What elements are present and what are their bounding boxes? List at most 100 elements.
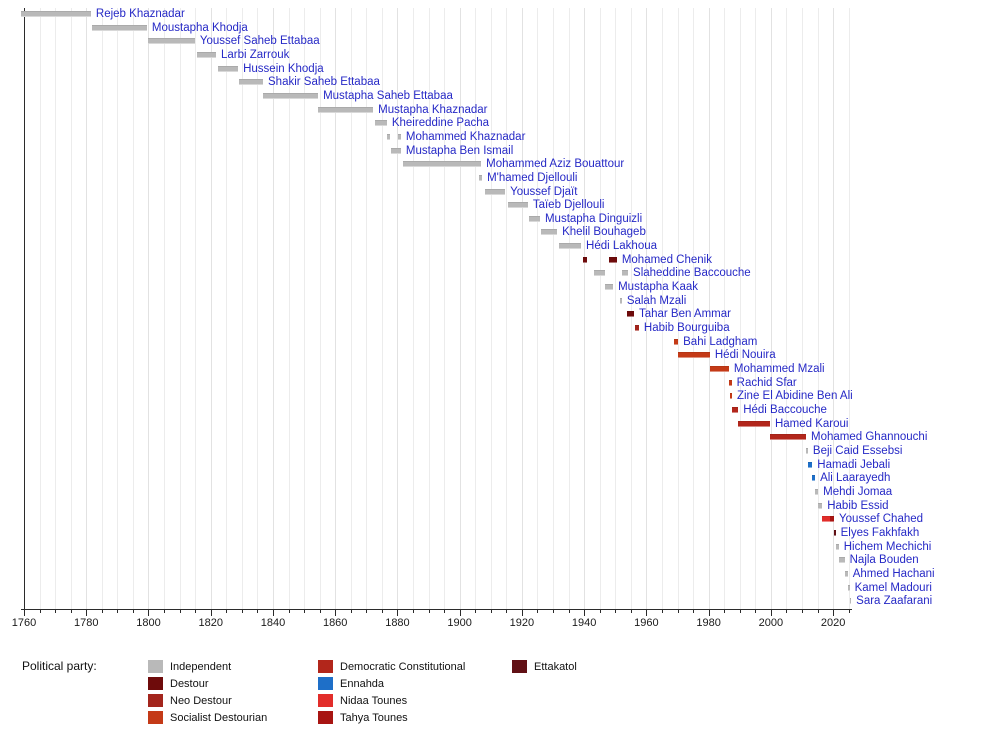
axis-tick xyxy=(444,610,446,613)
person-name-link[interactable]: Salah Mzali xyxy=(626,294,687,307)
axis-tick xyxy=(366,610,368,613)
gridline xyxy=(164,8,166,609)
person-name-link[interactable]: Rachid Sfar xyxy=(736,376,797,389)
person-name-link[interactable]: Sara Zaafarani xyxy=(856,595,933,608)
axis-tick xyxy=(817,610,819,613)
person-name-link[interactable]: Kamel Madouri xyxy=(854,581,932,594)
timeline-bar-segment xyxy=(507,202,528,209)
axis-tick-label: 2000 xyxy=(758,617,784,629)
timeline-bar-segment xyxy=(92,24,147,31)
person-name-link[interactable]: Ali Laarayedh xyxy=(820,472,891,485)
axis-tick xyxy=(86,610,88,616)
axis-tick xyxy=(226,610,228,613)
person-name-link[interactable]: Hédi Lakhoua xyxy=(586,240,658,253)
axis-tick xyxy=(117,610,119,613)
axis-tick xyxy=(397,610,399,616)
person-name-link[interactable]: Youssef Chahed xyxy=(839,513,924,526)
legend-label-independent: Independent xyxy=(170,661,232,673)
gridline xyxy=(350,8,352,609)
axis-tick xyxy=(708,610,710,616)
person-name-link[interactable]: Youssef Saheb Ettabaa xyxy=(199,35,320,48)
person-name-link[interactable]: Mohamed Ghannouchi xyxy=(811,431,928,444)
person-name-link[interactable]: Moustapha Khodja xyxy=(151,21,248,34)
timeline-bar-segment xyxy=(20,11,91,17)
person-name-link[interactable]: Habib Bourguiba xyxy=(643,322,730,335)
person-name-link[interactable]: Shakir Saheb Ettabaa xyxy=(268,76,380,89)
person-name-link[interactable]: Mustapha Khaznadar xyxy=(378,103,488,116)
person-name-link[interactable]: Habib Essid xyxy=(827,499,889,512)
axis-tick xyxy=(490,610,492,613)
axis-tick xyxy=(724,610,726,613)
axis-tick xyxy=(459,610,461,616)
gridline xyxy=(210,8,212,609)
person-name-link[interactable]: Larbi Zarrouk xyxy=(221,48,290,61)
person-name-link[interactable]: Elyes Fakhfakh xyxy=(840,526,920,539)
person-name-link[interactable]: Taïeb Djellouli xyxy=(532,199,605,212)
person-name-link[interactable]: Hamed Karoui xyxy=(774,417,849,430)
person-name-link[interactable]: Slaheddine Baccouche xyxy=(633,267,751,280)
person-name-link[interactable]: Mehdi Jomaa xyxy=(823,485,893,498)
legend-swatch-ettakatol xyxy=(512,660,527,673)
timeline-bar-segment xyxy=(627,311,634,318)
person-name-link[interactable]: Mustapha Dinguizli xyxy=(544,212,643,225)
timeline-bar-segment xyxy=(834,529,836,536)
person-name-link[interactable]: Mustapha Kaak xyxy=(618,281,699,294)
timeline-bar-segment xyxy=(263,92,319,99)
person-name-link[interactable]: Rejeb Khaznadar xyxy=(95,8,185,20)
gridline xyxy=(272,8,274,609)
timeline-bar-segment xyxy=(478,174,483,181)
legend-label-destour: Destour xyxy=(170,678,209,690)
timeline-bar-segment xyxy=(147,38,195,45)
timeline-bar-segment xyxy=(812,475,816,482)
gridline xyxy=(490,8,492,609)
gridline xyxy=(444,8,446,609)
axis-tick xyxy=(55,610,57,613)
person-name-link[interactable]: Beji Caid Essebsi xyxy=(812,444,903,457)
person-name-link[interactable]: Youssef Djaït xyxy=(510,185,578,198)
timeline-bar-segment xyxy=(634,325,639,332)
axis-tick xyxy=(101,610,103,613)
x-axis-line xyxy=(21,609,852,610)
axis-tick-label: 1860 xyxy=(322,617,348,629)
axis-tick xyxy=(475,610,477,613)
timeline-bar-segment xyxy=(386,133,390,140)
person-name-link[interactable]: Tahar Ben Ammar xyxy=(638,308,731,321)
person-name-link[interactable]: Kheireddine Pacha xyxy=(391,117,490,130)
person-name-link[interactable]: Mustapha Saheb Ettabaa xyxy=(323,89,453,102)
axis-tick xyxy=(802,610,803,613)
gridline xyxy=(241,8,243,609)
person-name-link[interactable]: Hichem Mechichi xyxy=(843,540,932,553)
gridline xyxy=(179,8,181,609)
person-name-link[interactable]: Zine El Abidine Ben Ali xyxy=(736,390,853,403)
axis-tick xyxy=(132,610,134,613)
person-name-link[interactable]: Khelil Bouhageb xyxy=(562,226,646,239)
axis-tick xyxy=(755,610,757,613)
gridline xyxy=(288,8,290,609)
person-name-link[interactable]: Hédi Nouira xyxy=(714,349,776,362)
person-name-link[interactable]: Mustapha Ben Ismail xyxy=(405,144,514,157)
timeline-bar-segment xyxy=(239,79,263,86)
axis-tick xyxy=(179,610,181,613)
person-name-link[interactable]: Mohamed Chenik xyxy=(621,253,712,266)
gridline xyxy=(117,8,119,609)
timeline-bar-segment xyxy=(403,161,482,168)
person-name-link[interactable]: Mohammed Khaznadar xyxy=(405,130,526,143)
person-name-link[interactable]: Hamadi Jebali xyxy=(817,458,891,471)
gridline xyxy=(428,8,430,609)
person-name-link[interactable]: Bahi Ladgham xyxy=(683,335,758,348)
person-name-link[interactable]: M'hamed Djellouli xyxy=(487,171,578,184)
person-name-link[interactable]: Hussein Khodja xyxy=(243,62,324,75)
timeline-bar-segment xyxy=(678,352,710,359)
gridline xyxy=(335,8,337,609)
timeline-bar-segment xyxy=(217,65,239,72)
axis-tick xyxy=(661,610,663,613)
axis-tick xyxy=(739,610,741,613)
person-name-link[interactable]: Mohammed Aziz Bouattour xyxy=(486,158,625,171)
person-name-link[interactable]: Hédi Baccouche xyxy=(743,403,827,416)
person-name-link[interactable]: Najla Bouden xyxy=(849,554,919,567)
gridline xyxy=(584,8,586,609)
timeline-bar-segment xyxy=(558,243,582,250)
person-name-link[interactable]: Ahmed Hachani xyxy=(852,567,935,580)
person-name-link[interactable]: Mohammed Mzali xyxy=(733,363,825,376)
